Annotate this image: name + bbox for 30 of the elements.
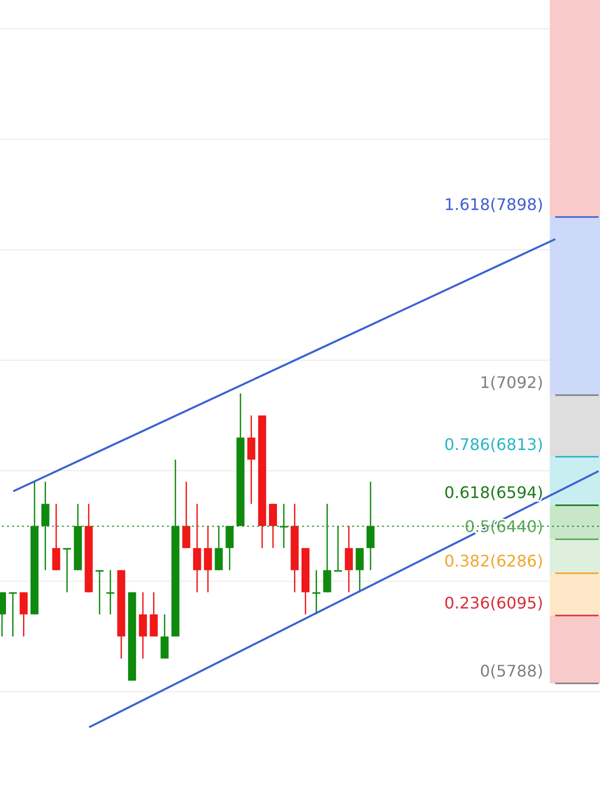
- candlestick: [214, 525, 223, 571]
- ref-line-label: 0.236(6095): [444, 593, 544, 612]
- ref-line-label: 1(7092): [480, 373, 544, 392]
- candlestick: [63, 547, 72, 593]
- ref-line-label: 1.618(7898): [444, 195, 544, 214]
- candlestick: [41, 481, 50, 571]
- candlestick: [323, 503, 332, 593]
- candlestick: [204, 525, 212, 593]
- candlestick: [312, 570, 320, 616]
- ref-line-label: 0.382(6286): [444, 551, 544, 570]
- candlestick: [344, 525, 353, 593]
- candlestick: [52, 503, 60, 571]
- candlestick: [150, 592, 158, 638]
- candlestick: [356, 547, 364, 593]
- candlestick: [160, 614, 169, 660]
- candlestick: [96, 570, 104, 616]
- candlestick: [268, 503, 277, 549]
- candlestick: [193, 503, 202, 593]
- candlestick: [226, 525, 234, 571]
- candlestick: [106, 570, 114, 616]
- ref-line-label: 0.786(6813): [444, 434, 544, 454]
- candlestick: [8, 592, 17, 638]
- candlestick: [20, 592, 28, 638]
- ref-line-label: 0(5788): [480, 661, 544, 680]
- candlestick: [182, 481, 190, 549]
- candlestick: [138, 592, 147, 660]
- ref-line-label: 0.618(6594): [444, 483, 544, 502]
- candlestick: [334, 525, 342, 572]
- candlestick: [247, 414, 256, 505]
- candlestick: [366, 481, 375, 571]
